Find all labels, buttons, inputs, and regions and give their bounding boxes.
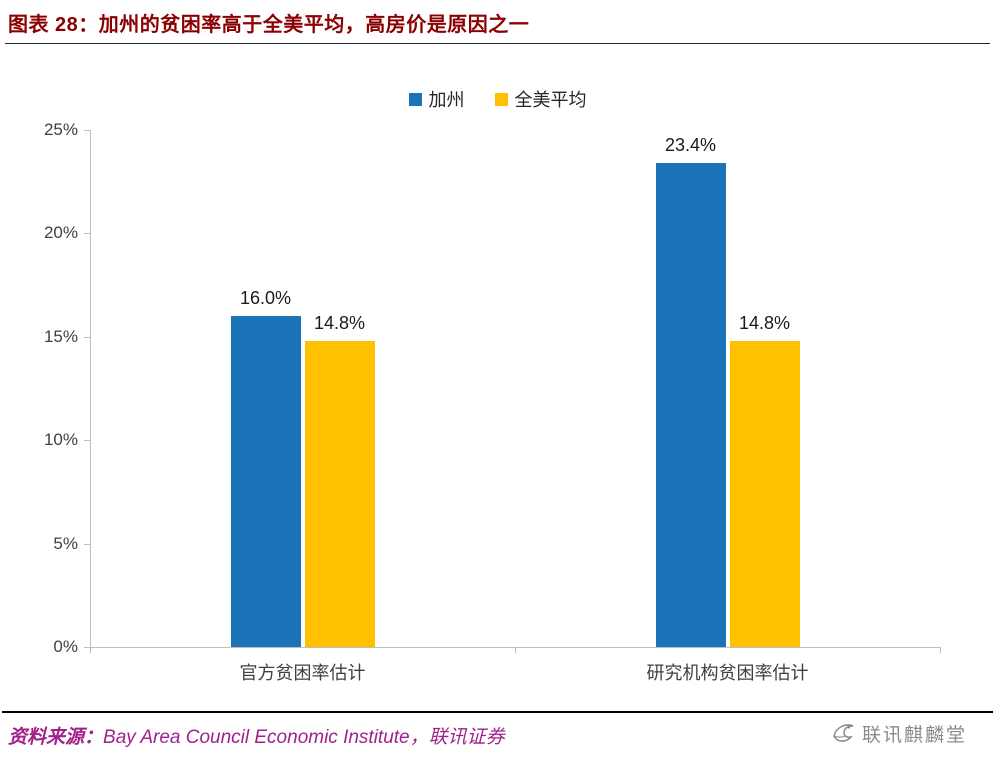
x-axis-tick	[515, 647, 516, 653]
legend-item-1: 全美平均	[494, 86, 587, 112]
bar-value-label: 14.8%	[738, 312, 791, 333]
bar-value-label: 23.4%	[664, 135, 717, 156]
y-axis-tick-label: 20%	[43, 223, 78, 243]
y-axis-tick	[84, 440, 90, 442]
figure-title: 图表 28：加州的贫困率高于全美平均，高房价是原因之一	[8, 14, 530, 36]
y-axis-tick-label: 25%	[43, 120, 78, 139]
y-axis-tick-label: 5%	[53, 533, 78, 553]
source-label: 资料来源：	[8, 727, 104, 748]
bar-value-label: 14.8%	[313, 312, 366, 333]
x-axis-category-label: 研究机构贫困率估计	[646, 663, 809, 683]
legend-item-0: 加州	[408, 86, 465, 112]
y-axis-tick	[84, 336, 90, 338]
bar-value-label: 16.0%	[239, 288, 292, 309]
watermark-text: 联讯麒麟堂	[861, 724, 967, 746]
title-divider	[5, 43, 990, 44]
legend-swatch-icon	[408, 92, 422, 106]
x-axis-tick	[940, 647, 941, 653]
legend-label: 加州	[428, 90, 465, 110]
y-axis-tick-label: 10%	[43, 430, 78, 450]
chart-bar-0-1	[655, 163, 726, 647]
x-axis-category-label: 官方贫困率估计	[239, 663, 366, 683]
legend-label: 全美平均	[514, 90, 587, 110]
qilin-bird-logo-icon	[833, 724, 854, 742]
y-axis-tick	[84, 130, 90, 131]
chart-bar-1-0	[304, 340, 375, 647]
source-line: 资料来源：Bay Area Council Economic Institute…	[8, 722, 505, 749]
y-axis-tick	[84, 233, 90, 235]
chart-legend: 加州 全美平均	[0, 86, 995, 112]
legend-swatch-icon	[494, 92, 508, 106]
y-axis-tick-label: 15%	[43, 326, 78, 346]
footer-divider	[2, 711, 993, 713]
watermark: 联讯麒麟堂	[829, 719, 967, 747]
chart-bar-1-1	[729, 340, 800, 647]
x-axis-tick	[90, 647, 91, 653]
y-axis-tick-label: 0%	[53, 637, 78, 656]
y-axis-tick	[84, 647, 90, 648]
chart-bar-0-0	[230, 316, 301, 647]
source-text: Bay Area Council Economic Institute，联讯证券	[103, 727, 505, 748]
y-axis-line	[90, 130, 91, 647]
y-axis-tick	[84, 543, 90, 545]
